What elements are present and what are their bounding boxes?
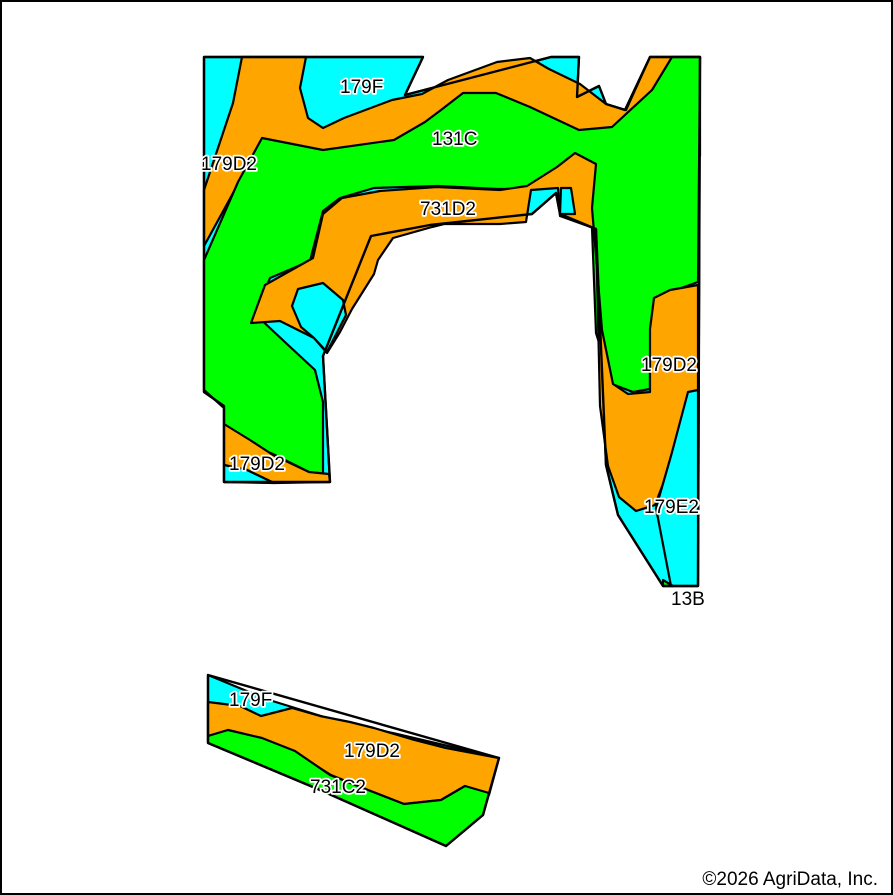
soil-label-179d2-east: 179D2 xyxy=(641,355,697,376)
soil-label-13b: 13B xyxy=(671,589,705,610)
north-field-cyan-inner-right xyxy=(558,186,577,216)
soil-label-131c: 131C xyxy=(432,129,477,150)
soil-label-179d2-south: 179D2 xyxy=(344,741,400,762)
soil-label-179d2-southwest: 179D2 xyxy=(229,454,285,475)
soil-label-179f-north: 179F xyxy=(340,77,383,98)
soil-label-731d2: 731D2 xyxy=(420,199,476,220)
north-field xyxy=(202,55,702,588)
soil-label-731c2: 731C2 xyxy=(310,777,366,798)
soil-label-179d2-west: 179D2 xyxy=(201,154,257,175)
south-field xyxy=(206,673,501,848)
north-field-outline xyxy=(202,55,702,588)
soil-label-179f-south: 179F xyxy=(229,690,272,711)
south-field-outline xyxy=(206,673,501,848)
copyright-text: ©2026 AgriData, Inc. xyxy=(702,869,878,890)
soil-label-179e2: 179E2 xyxy=(644,497,699,518)
soil-labels: 179F 131C 179D2 731D2 179D2 179D2 179E2 … xyxy=(199,75,706,800)
